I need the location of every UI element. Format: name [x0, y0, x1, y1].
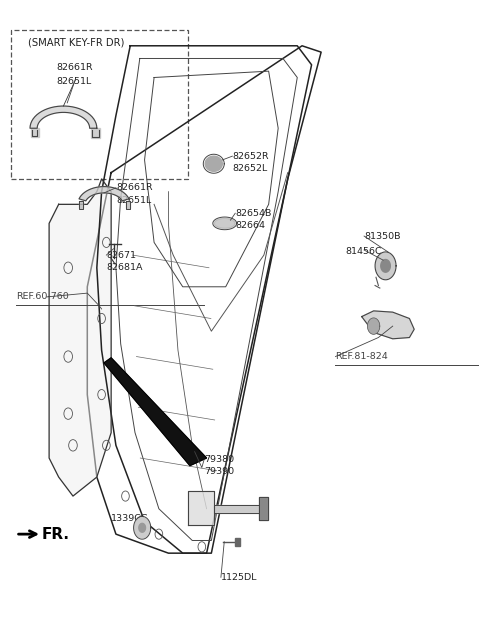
Text: 82651L: 82651L: [56, 77, 92, 86]
Polygon shape: [376, 253, 395, 278]
Text: 82652L: 82652L: [233, 164, 268, 173]
Text: 79380: 79380: [204, 455, 234, 464]
Text: 82681A: 82681A: [107, 263, 143, 272]
Polygon shape: [31, 128, 38, 137]
Text: REF.81-824: REF.81-824: [336, 352, 388, 361]
Text: 82651L: 82651L: [116, 196, 151, 205]
Polygon shape: [381, 259, 390, 272]
Text: REF.60-760: REF.60-760: [16, 292, 69, 301]
Text: 81456C: 81456C: [345, 247, 382, 256]
Text: 1339CC: 1339CC: [111, 514, 149, 523]
Polygon shape: [30, 106, 97, 128]
Text: FR.: FR.: [42, 527, 70, 541]
Polygon shape: [259, 497, 268, 520]
Text: 82652R: 82652R: [233, 152, 269, 161]
Text: 82654B: 82654B: [235, 209, 272, 218]
Text: (SMART KEY-FR DR): (SMART KEY-FR DR): [28, 38, 124, 48]
Polygon shape: [362, 311, 414, 339]
FancyBboxPatch shape: [11, 30, 188, 179]
Text: 82661R: 82661R: [56, 64, 93, 73]
Polygon shape: [188, 491, 214, 525]
Polygon shape: [104, 358, 206, 466]
Polygon shape: [214, 505, 259, 513]
Text: 82664: 82664: [235, 222, 265, 231]
Text: 82671: 82671: [107, 250, 136, 260]
Text: 79390: 79390: [204, 468, 234, 476]
Text: 1125DL: 1125DL: [221, 573, 257, 582]
Polygon shape: [126, 201, 130, 208]
Polygon shape: [139, 524, 145, 533]
Polygon shape: [205, 156, 222, 171]
Text: 81350B: 81350B: [364, 232, 401, 241]
Polygon shape: [79, 201, 84, 208]
Text: 82661R: 82661R: [116, 183, 153, 192]
Polygon shape: [79, 187, 129, 201]
Polygon shape: [49, 179, 111, 496]
Polygon shape: [91, 128, 100, 138]
Polygon shape: [134, 518, 150, 538]
Polygon shape: [235, 538, 240, 545]
Polygon shape: [214, 218, 235, 229]
Polygon shape: [368, 318, 379, 334]
